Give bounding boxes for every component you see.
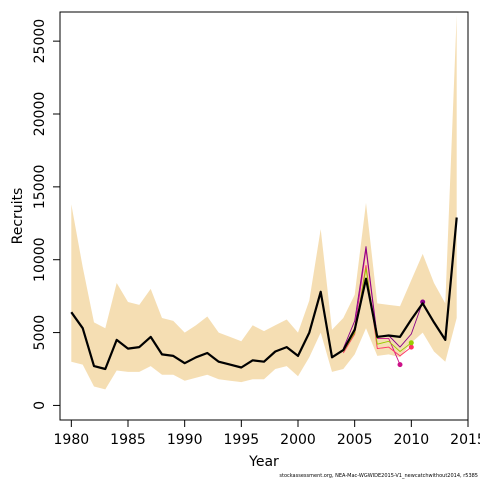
- y-tick-label: 25000: [32, 19, 48, 64]
- y-tick-label: 15000: [32, 165, 48, 210]
- x-tick-label: 1995: [224, 432, 260, 448]
- x-tick-label: 2010: [394, 432, 430, 448]
- series-endpoint-retro3: [408, 344, 414, 350]
- series-line-retro3: [342, 265, 412, 357]
- y-tick-label: 5000: [32, 315, 48, 351]
- series-endpoint-retro4: [408, 340, 414, 346]
- y-axis-title: Recruits: [10, 188, 26, 245]
- y-tick-label: 10000: [32, 237, 48, 282]
- series-endpoint-retro2: [420, 299, 426, 305]
- x-tick-label: 2000: [280, 432, 316, 448]
- y-tick-label: 0: [32, 401, 48, 410]
- x-tick-label: 1990: [167, 432, 203, 448]
- series-line-main: [70, 217, 458, 371]
- y-axis: 0 5000 10000 15000 20000 25000: [32, 19, 61, 410]
- x-tick-label: 2005: [337, 432, 373, 448]
- x-axis: 1980 1985 1990 1995 2000 2005 2010 2015: [54, 419, 480, 448]
- x-tick-label: 2015: [450, 432, 480, 448]
- footnote: stockassessment.org, NEA-Mac-WGWIDE2015-…: [279, 473, 478, 479]
- x-tick-label: 1980: [54, 432, 90, 448]
- series-endpoint-retro1: [397, 362, 403, 368]
- series-line-retro4: [342, 268, 412, 352]
- confidence-band: [71, 14, 457, 390]
- x-axis-title: Year: [248, 454, 279, 470]
- series-layer: [70, 217, 458, 371]
- x-tick-label: 1985: [110, 432, 146, 448]
- confidence-band-layer: [71, 14, 457, 390]
- y-tick-label: 20000: [32, 92, 48, 137]
